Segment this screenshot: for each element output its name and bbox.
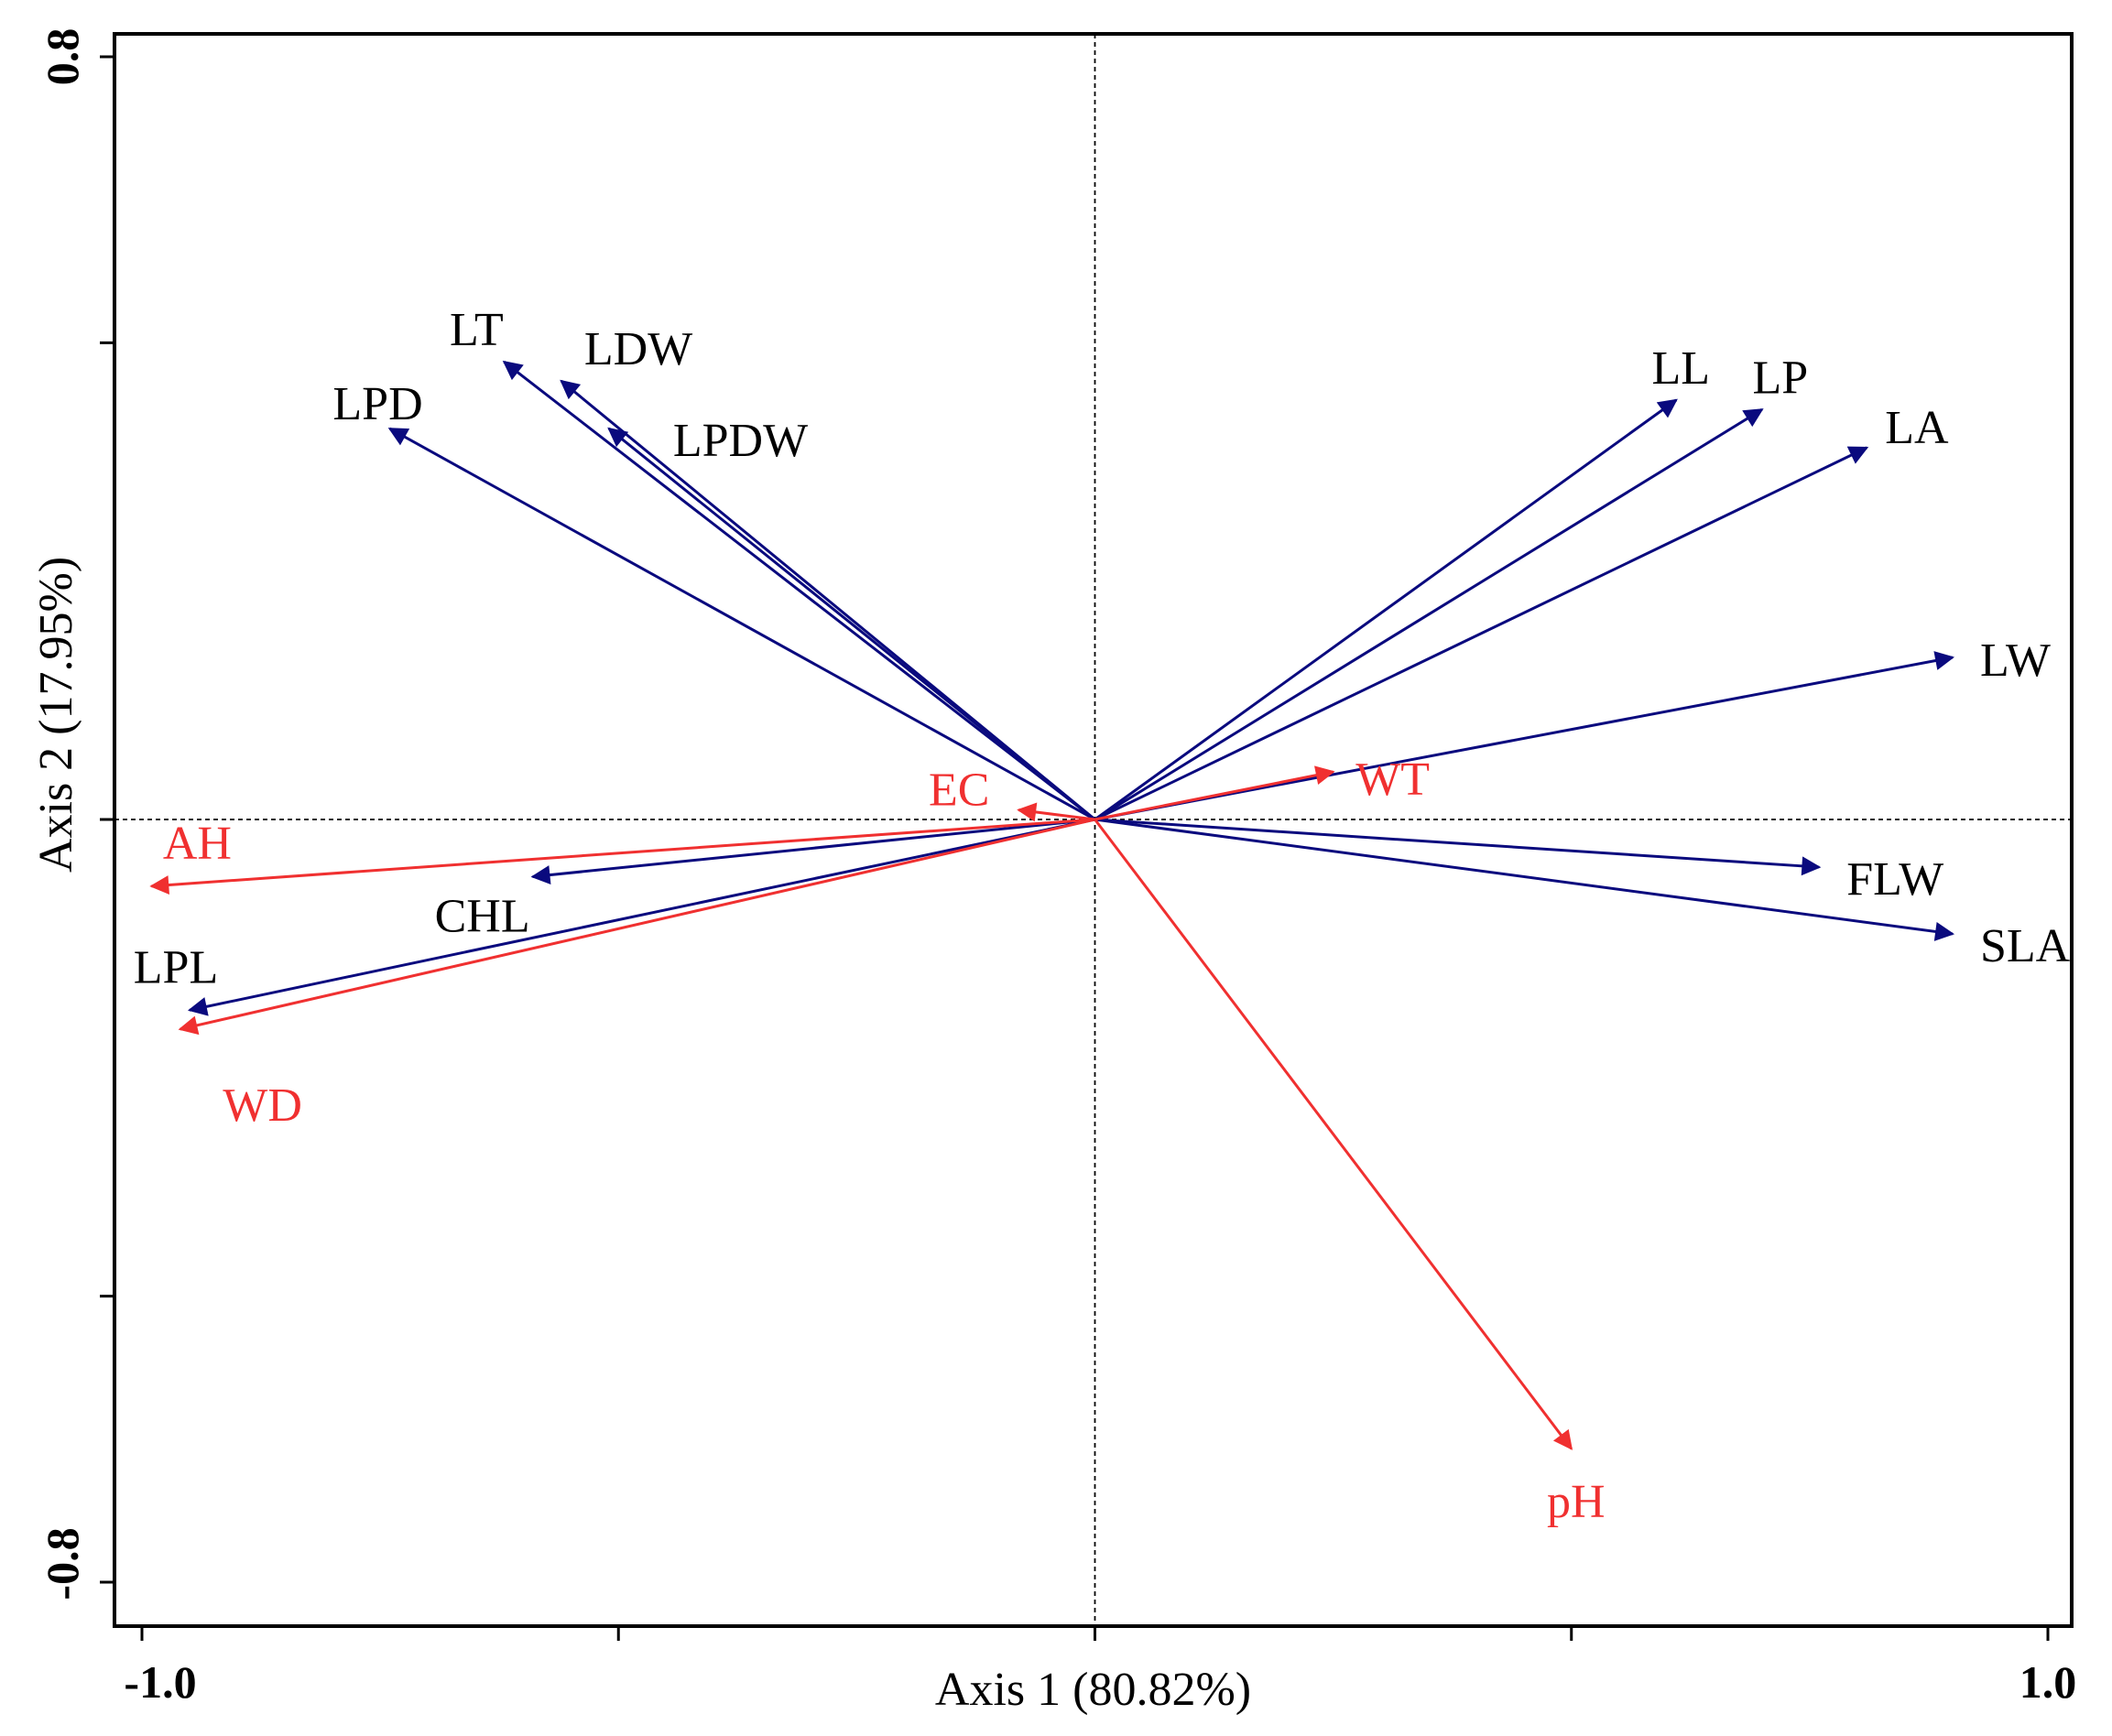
vector-label-lpd: LPD <box>332 378 422 430</box>
vector-label-flw: FLW <box>1846 853 1943 906</box>
vector-wt <box>1095 772 1334 819</box>
vector-label-wd: WD <box>223 1080 302 1132</box>
vector-ph <box>1095 819 1572 1448</box>
plot-frame <box>114 34 2072 1626</box>
vector-label-chl: CHL <box>435 890 530 942</box>
axis-ticks <box>100 57 2048 1641</box>
y-tick-label-min: -0.8 <box>37 1527 88 1600</box>
y-tick-label-max: 0.8 <box>37 28 88 86</box>
vector-sla <box>1095 819 1953 934</box>
vector-label-lw: LW <box>1980 635 2051 687</box>
biplot-chart: LT LDW LPDW LPD LL LP LA LW FLW SLA CHL LPL AH WD EC WT… <box>0 0 2112 1736</box>
vector-flw <box>1095 819 1820 867</box>
x-tick-label-min: -1.0 <box>124 1656 196 1708</box>
vector-label-wt: WT <box>1355 754 1430 806</box>
vector-lpdw <box>609 429 1095 819</box>
x-axis-title: Axis 1 (80.82%) <box>935 1664 1251 1716</box>
vector-label-lt: LT <box>450 304 504 356</box>
vector-la <box>1095 448 1867 819</box>
vector-label-la: LA <box>1885 402 1949 454</box>
vector-label-ec: EC <box>929 765 989 817</box>
vector-label-ll: LL <box>1651 342 1710 395</box>
vector-lpd <box>390 429 1095 819</box>
x-tick-label-max: 1.0 <box>2019 1656 2077 1708</box>
y-axis-title: Axis 2 (17.95%) <box>30 557 82 873</box>
vector-lpl <box>190 819 1094 1010</box>
vector-chl <box>533 819 1095 876</box>
vector-layer: LT LDW LPDW LPD LL LP LA LW FLW SLA CHL LPL AH WD EC WT… <box>134 304 2071 1528</box>
vector-label-sla: SLA <box>1980 920 2071 972</box>
vector-label-ldw: LDW <box>584 323 692 375</box>
vector-label-ah: AH <box>163 818 232 870</box>
vector-label-lpl: LPL <box>134 941 218 993</box>
vector-label-lpdw: LPDW <box>673 415 808 467</box>
vector-lw <box>1095 657 1953 819</box>
vector-label-lp: LP <box>1753 352 1809 404</box>
vector-label-ph: pH <box>1547 1476 1606 1528</box>
